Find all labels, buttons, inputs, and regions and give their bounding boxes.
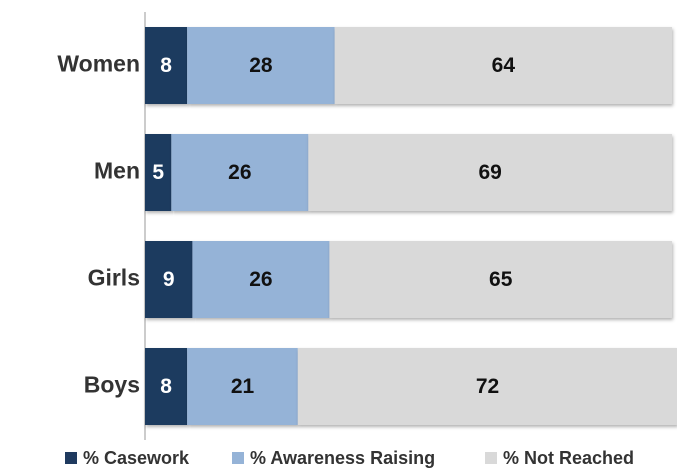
bar-segment (187, 348, 298, 425)
value-label: 72 (476, 375, 499, 398)
value-label: 69 (479, 161, 502, 184)
legend-swatch (232, 452, 244, 464)
value-label: 28 (249, 54, 273, 77)
bar-segment (145, 134, 172, 211)
bar-segment (192, 241, 330, 318)
value-label: 26 (249, 268, 272, 291)
value-label: 26 (228, 161, 251, 184)
bar-segment (145, 241, 193, 318)
bar-segment (308, 134, 672, 211)
value-label: 8 (160, 54, 172, 77)
value-label: 21 (231, 375, 255, 398)
category-label: Girls (88, 265, 140, 291)
value-label: 9 (163, 268, 175, 291)
legend-label: % Not Reached (503, 448, 634, 468)
legend-label: % Awareness Raising (250, 448, 435, 468)
value-label: 8 (160, 375, 172, 398)
bar-segment (145, 348, 188, 425)
bar-segment (334, 27, 672, 104)
category-label: Men (94, 158, 140, 184)
bar-segment (329, 241, 672, 318)
value-label: 65 (489, 268, 513, 291)
legend-swatch (485, 452, 497, 464)
category-label: Women (57, 51, 140, 77)
legend-label: % Casework (83, 448, 190, 468)
bar-segment (297, 348, 677, 425)
bar-segment (171, 134, 309, 211)
bar-segment (145, 27, 188, 104)
category-label: Boys (84, 372, 140, 398)
value-label: 64 (492, 54, 516, 77)
legend-swatch (65, 452, 77, 464)
value-label: 5 (152, 161, 164, 184)
bar-segment (187, 27, 335, 104)
